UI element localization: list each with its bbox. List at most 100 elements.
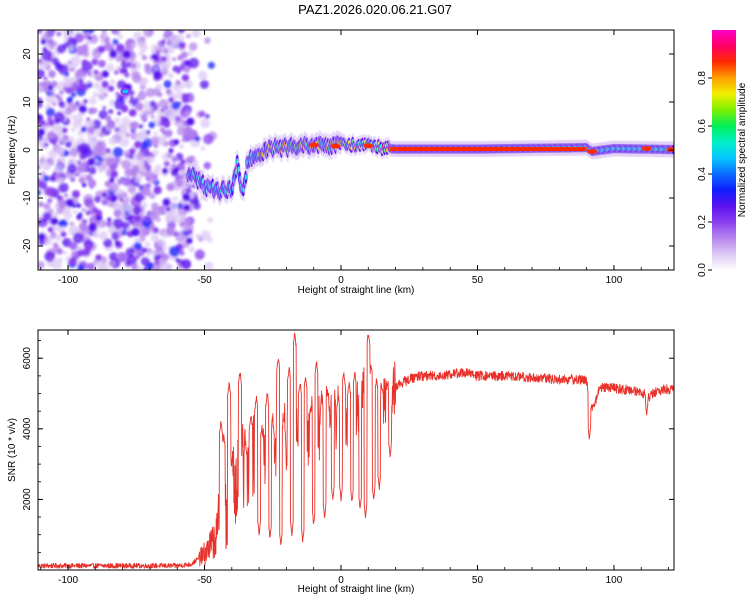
x-tick-label: 50 bbox=[472, 575, 484, 586]
noise-blob bbox=[132, 73, 142, 84]
noise-blob bbox=[184, 60, 190, 66]
noise-blob bbox=[171, 156, 178, 163]
noise-blob bbox=[119, 95, 124, 100]
noise-blob bbox=[144, 216, 150, 222]
noise-blob bbox=[176, 127, 186, 136]
noise-blob bbox=[105, 148, 111, 154]
noise-blob bbox=[109, 177, 115, 183]
noise-blob bbox=[125, 132, 131, 138]
noise-blob bbox=[148, 121, 156, 129]
noise-blob bbox=[131, 227, 140, 237]
noise-blob bbox=[159, 127, 166, 133]
noise-blob bbox=[48, 70, 56, 78]
noise-blob bbox=[160, 108, 165, 113]
noise-blob bbox=[81, 142, 86, 147]
noise-blob bbox=[125, 168, 131, 174]
noise-blob bbox=[64, 30, 74, 38]
noise-blob bbox=[136, 152, 145, 161]
noise-blob bbox=[203, 133, 214, 145]
noise-blob bbox=[91, 59, 98, 65]
noise-blob bbox=[149, 192, 156, 200]
noise-blob bbox=[173, 139, 180, 146]
noise-blob bbox=[150, 233, 159, 243]
noise-blob bbox=[70, 92, 77, 98]
noise-blob bbox=[188, 42, 198, 51]
noise-blob bbox=[57, 96, 63, 102]
noise-blob bbox=[186, 237, 193, 244]
noise-blob bbox=[92, 231, 100, 239]
noise-blob bbox=[95, 254, 102, 261]
noise-blob bbox=[101, 198, 108, 206]
noise-blob bbox=[114, 117, 121, 124]
noise-blob bbox=[116, 100, 123, 108]
noise-blob bbox=[107, 85, 115, 92]
snr-y-ticks: 2000 4000 6000 bbox=[22, 340, 674, 553]
noise-blob bbox=[108, 137, 117, 146]
noise-blob bbox=[70, 55, 81, 67]
noise-blob bbox=[165, 129, 173, 138]
x-tick-label: 100 bbox=[606, 275, 623, 286]
noise-blob bbox=[62, 237, 72, 248]
noise-blob bbox=[69, 221, 75, 227]
noise-blob bbox=[85, 39, 92, 46]
noise-blob bbox=[63, 150, 70, 157]
noise-blob bbox=[184, 82, 191, 88]
colorbar: 0.0 0.2 0.4 0.6 0.8 Normalized spectral ampl… bbox=[697, 30, 748, 277]
noise-blob bbox=[142, 247, 148, 253]
noise-blob bbox=[142, 266, 149, 270]
noise-blob bbox=[146, 155, 155, 164]
noise-blob bbox=[207, 61, 215, 69]
noise-blob bbox=[154, 44, 162, 51]
noise-blob bbox=[83, 99, 88, 104]
noise-blob bbox=[77, 264, 85, 270]
noise-blob bbox=[38, 59, 42, 64]
noise-blob bbox=[104, 180, 112, 188]
noise-blob bbox=[44, 30, 54, 38]
noise-blob bbox=[52, 171, 57, 176]
noise-blob bbox=[112, 38, 119, 46]
noise-blob bbox=[138, 50, 145, 57]
noise-blob bbox=[122, 50, 131, 59]
noise-blob bbox=[62, 134, 69, 141]
colorbar-tick-label: 0.6 bbox=[697, 119, 708, 133]
noise-blob bbox=[123, 68, 128, 73]
noise-blob bbox=[38, 239, 45, 246]
noise-blob bbox=[147, 173, 158, 184]
noise-blob bbox=[144, 63, 151, 71]
noise-blob bbox=[116, 254, 120, 259]
noise-blob bbox=[85, 174, 93, 182]
noise-blob bbox=[94, 196, 101, 203]
noise-blob bbox=[166, 227, 175, 236]
noise-blob bbox=[67, 96, 73, 103]
noise-blob bbox=[67, 45, 75, 52]
noise-blob bbox=[102, 192, 107, 198]
snr-series-line bbox=[38, 332, 674, 569]
y-tick-label: 20 bbox=[22, 48, 33, 60]
noise-blob bbox=[87, 71, 92, 76]
noise-blob bbox=[171, 163, 176, 168]
noise-blob bbox=[114, 126, 121, 133]
noise-blob bbox=[91, 119, 102, 130]
noise-blob bbox=[142, 228, 151, 236]
noise-blob bbox=[104, 37, 111, 44]
noise-blob bbox=[69, 241, 78, 251]
noise-blob bbox=[49, 120, 54, 125]
noise-blob bbox=[45, 107, 55, 117]
noise-blob bbox=[113, 218, 124, 229]
noise-blob bbox=[76, 164, 85, 173]
noise-blob bbox=[154, 164, 162, 172]
noise-blob bbox=[96, 261, 106, 270]
noise-blob bbox=[181, 259, 192, 270]
noise-blob bbox=[113, 209, 122, 218]
noise-blob bbox=[150, 48, 157, 55]
spectrogram-x-ticks: -100 -50 0 50 100 bbox=[40, 30, 669, 286]
noise-blob bbox=[48, 208, 54, 214]
noise-blob bbox=[151, 249, 159, 257]
noise-blob bbox=[166, 152, 173, 159]
noise-blob bbox=[138, 124, 143, 129]
noise-blob bbox=[99, 131, 105, 138]
noise-blob bbox=[61, 127, 68, 134]
noise-blob bbox=[97, 166, 105, 173]
noise-blob bbox=[200, 230, 211, 241]
